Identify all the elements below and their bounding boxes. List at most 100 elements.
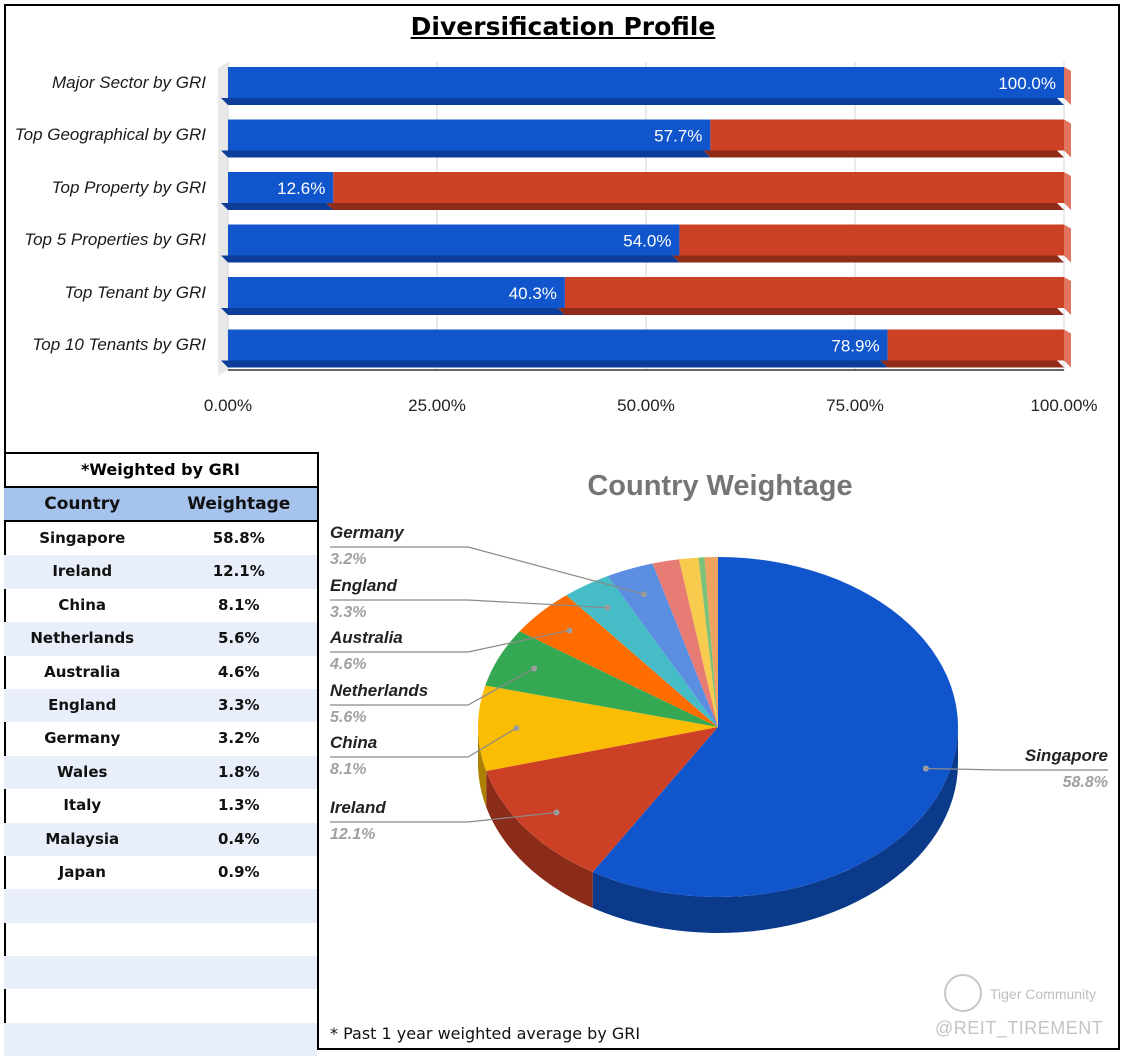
bar-end-cap	[1064, 119, 1071, 158]
bar-segment	[564, 277, 1064, 308]
cell-weightage: 3.3%	[217, 695, 260, 714]
bar-data-label: 54.0%	[623, 232, 671, 251]
watermark-handle: @REIT_TIREMENT	[935, 1018, 1104, 1038]
cell-weightage: 0.9%	[217, 862, 260, 881]
table-row: Wales 1.8%	[4, 755, 317, 790]
pie-chart	[330, 546, 1108, 933]
cell-country: Japan	[58, 862, 106, 881]
pie-label-percent: 4.6%	[330, 656, 367, 673]
outer-frame	[4, 4, 1120, 1050]
bar-end-cap	[1064, 224, 1071, 263]
bar-segment	[228, 277, 565, 308]
table-row: England 3.3%	[4, 688, 317, 723]
cell-weightage: 12.1%	[212, 562, 265, 581]
cell-country: Netherlands	[30, 629, 135, 648]
bar-end-cap	[1064, 329, 1071, 368]
leader-line	[330, 667, 535, 706]
pie-slice	[566, 575, 718, 727]
bar-end-cap	[1064, 277, 1071, 315]
cell-country: Italy	[63, 796, 102, 815]
category-label: Top Property by GRI	[51, 177, 206, 197]
pie-slice-side	[486, 771, 593, 908]
cell-country	[4, 889, 161, 922]
cell-country	[4, 923, 161, 956]
pie-slice	[607, 563, 718, 727]
bar-segment	[228, 67, 1064, 98]
bar-chart: 100.0% 57.7% 12.6% 54.0% 40.3% 78.9%	[218, 62, 1071, 376]
table-body: Singapore 58.8% Ireland 12.1% China 8.1% Nethe…	[4, 522, 317, 1056]
pie-chart-title: Country Weightage	[587, 470, 853, 502]
cell-weightage: 1.3%	[217, 796, 260, 815]
watermark-brand: Tiger Community	[990, 986, 1097, 1002]
bar-bottom-face	[703, 150, 1064, 158]
tiger-logo-icon	[944, 974, 982, 1012]
table-row: Japan 0.9%	[4, 856, 317, 889]
category-label: Top Tenant by GRI	[64, 282, 206, 302]
cell-weightage: 5.6%	[217, 629, 260, 648]
cell-country: Australia	[44, 662, 121, 681]
category-label: Major Sector by GRI	[52, 72, 206, 92]
bar-data-label: 78.9%	[831, 337, 879, 356]
table-row: Australia 4.6%	[4, 656, 317, 689]
bar-bottom-face	[221, 150, 711, 158]
table-row: Netherlands 5.6%	[4, 622, 317, 656]
bar-data-label: 12.6%	[277, 179, 325, 198]
table-row: Singapore 58.8%	[4, 522, 317, 555]
cell-country: China	[58, 595, 107, 614]
table-row	[4, 956, 318, 990]
table-row: Italy 1.3%	[4, 789, 317, 822]
bar-end-cap	[1064, 172, 1071, 210]
table-header: Country Weightage	[4, 486, 317, 522]
pie-slice	[478, 685, 718, 772]
cell-country	[4, 989, 161, 1022]
cell-weightage: 3.2%	[217, 729, 260, 748]
table-row: China 8.1%	[4, 589, 317, 622]
bar-bottom-face	[221, 203, 334, 210]
leader-line	[330, 727, 517, 758]
weightage-table: *Weighted by GRI Country Weightage Singa…	[4, 452, 319, 1056]
bar-bottom-face	[221, 255, 680, 263]
bar-bottom-face	[880, 360, 1064, 368]
pie-label-percent: 5.6%	[330, 709, 367, 726]
cell-country: Ireland	[52, 562, 113, 581]
bar-bottom-face	[221, 308, 565, 315]
leader-line	[330, 599, 608, 609]
bar-end-cap	[1064, 67, 1071, 105]
bar-data-label: 40.3%	[509, 284, 557, 303]
cell-weightage	[161, 956, 318, 989]
pie-label-percent: 3.2%	[330, 551, 367, 568]
leader-line	[925, 767, 1108, 771]
cell-weightage: 8.1%	[217, 595, 260, 614]
footnote: * Past 1 year weighted average by GRI	[330, 1024, 641, 1043]
cell-country: Malaysia	[45, 829, 120, 848]
x-tick-label: 50.00%	[617, 396, 675, 415]
pie-slice	[698, 557, 718, 727]
cell-country	[4, 1023, 161, 1056]
bar-data-label: 57.7%	[654, 127, 702, 146]
pie-slice	[485, 631, 718, 727]
bar-chart-title: Diversification Profile	[410, 12, 716, 41]
pie-label-name: Germany	[330, 523, 404, 542]
table-row	[4, 989, 317, 1022]
cell-country: England	[48, 695, 117, 714]
category-label: Top 10 Tenants by GRI	[32, 335, 206, 354]
cell-weightage	[161, 923, 318, 956]
bar-segment	[228, 329, 888, 361]
pie-slice	[486, 727, 718, 872]
table-row: Germany 3.2%	[4, 722, 317, 755]
cell-weightage: 4.6%	[217, 662, 260, 681]
leader-line	[330, 629, 570, 653]
bar-segment	[333, 172, 1064, 203]
bar-segment	[887, 329, 1064, 361]
pie-label-percent: 3.3%	[330, 604, 367, 621]
category-label: Top Geographical by GRI	[14, 125, 206, 144]
pie-slice	[652, 559, 718, 727]
chart-side-wall	[218, 62, 228, 376]
bar-segment	[228, 224, 680, 256]
header-country: Country	[44, 494, 121, 514]
x-tick-label: 25.00%	[408, 396, 466, 415]
table-row	[4, 923, 317, 956]
bar-segment	[228, 119, 711, 151]
cell-weightage: 58.8%	[212, 529, 265, 547]
x-tick-label: 100.00%	[1030, 396, 1098, 415]
